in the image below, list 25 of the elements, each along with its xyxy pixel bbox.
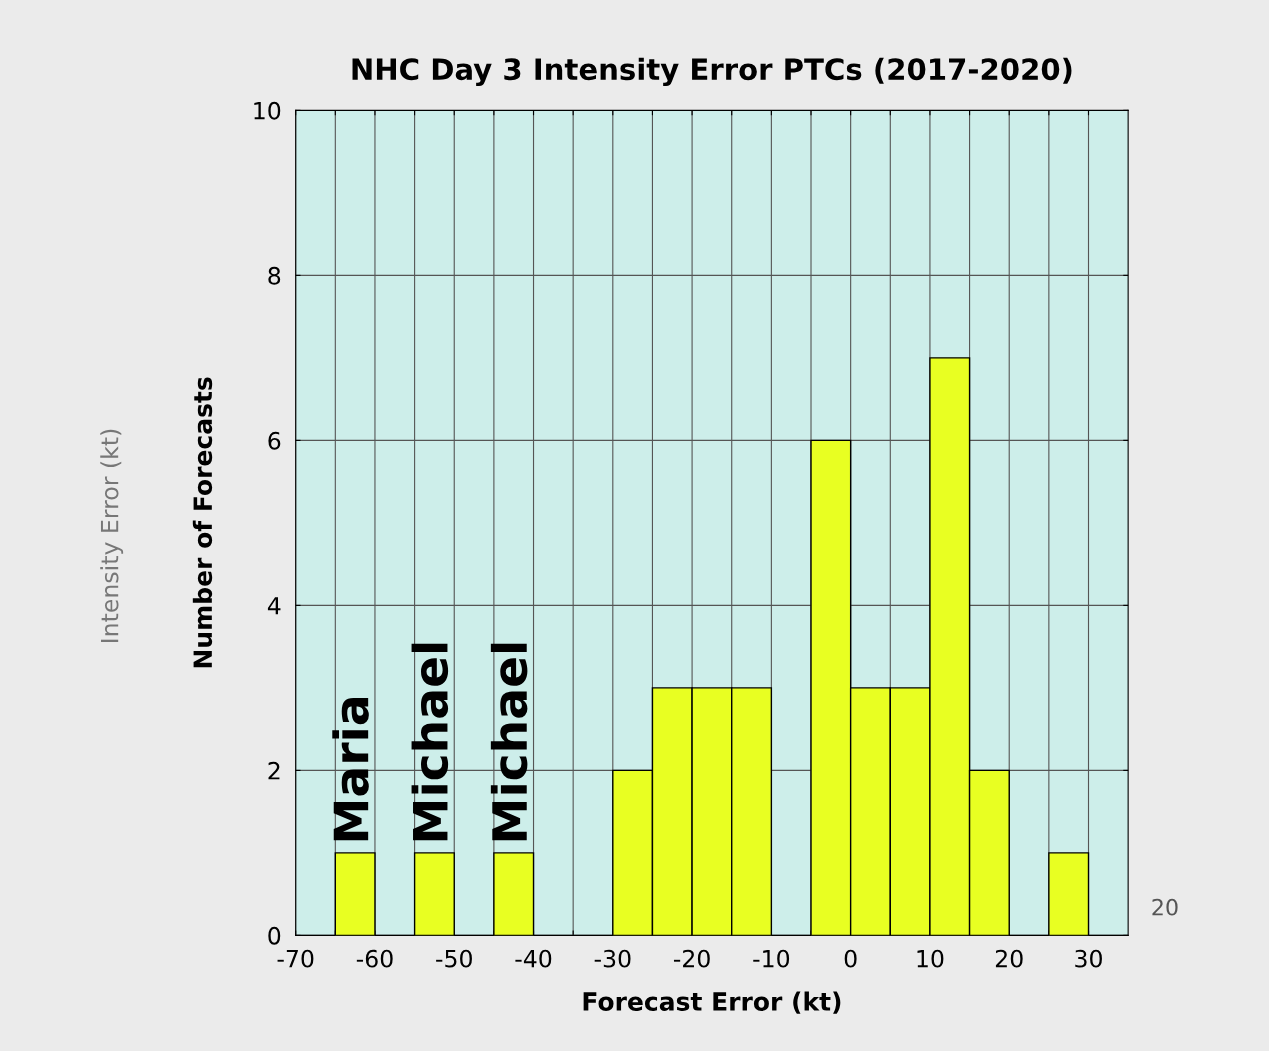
x-tick-label: -30 <box>594 949 631 968</box>
x-tick-label: -70 <box>277 949 314 968</box>
x-tick-label: 0 <box>844 949 857 968</box>
x-tick-label: -10 <box>753 949 790 968</box>
x-axis-title: Forecast Error (kt) <box>583 991 841 1014</box>
x-tick-label: -60 <box>356 949 393 968</box>
y-tick-label: 4 <box>267 597 281 615</box>
text: 20 <box>1152 898 1178 916</box>
annotation: Michael <box>490 643 528 841</box>
y-axis-title: Number of Forecasts <box>192 377 213 668</box>
x-tick-label: -20 <box>673 949 710 968</box>
x-tick-label: 30 <box>1075 949 1102 968</box>
y-tick-label: 8 <box>268 266 281 285</box>
annotation: Maria <box>332 698 369 841</box>
annotation: Michael <box>411 643 449 841</box>
text: Intensity Error (kt) <box>100 429 124 643</box>
y-tick-label: 0 <box>268 926 281 945</box>
y-tick-label: 6 <box>268 431 281 450</box>
x-tick-label: -40 <box>515 949 552 968</box>
y-tick-label: 2 <box>268 761 280 780</box>
x-tick-label: 20 <box>995 949 1023 968</box>
chart-title: NHC Day 3 Intensity Error PTCs (2017-2020) <box>352 57 1072 87</box>
x-tick-label: -50 <box>436 949 472 968</box>
x-tick-label: 10 <box>917 949 944 968</box>
y-tick-label: 10 <box>254 101 281 120</box>
